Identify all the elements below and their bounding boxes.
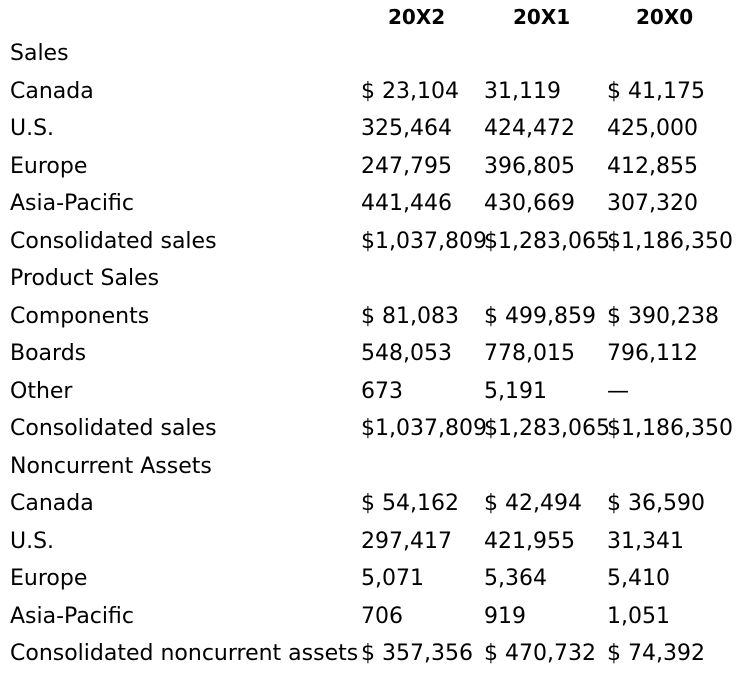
value-20x1: 5,364 <box>484 566 547 591</box>
value-20x0: 796,112 <box>607 341 698 366</box>
value-20x0: 5,410 <box>607 566 670 591</box>
value-20x2: $ 54,162 <box>361 491 459 516</box>
value-20x0: — <box>607 378 629 404</box>
value-20x0: $ 74,392 <box>607 641 705 666</box>
value-20x1: $1,283,065 <box>484 228 610 254</box>
value-20x2: $ 357,356 <box>361 641 473 666</box>
row-label: Asia-Pacific <box>10 603 134 629</box>
value-20x1: $ 42,494 <box>484 491 582 516</box>
value-20x0: $ 41,175 <box>607 78 705 104</box>
value-20x2: $ 23,104 <box>361 78 459 104</box>
value-20x0: 412,855 <box>607 153 698 179</box>
table-row: U.S. 297,417 421,955 31,341 <box>0 523 745 561</box>
value-20x2: 5,071 <box>361 566 424 591</box>
value-20x1: $ 499,859 <box>484 303 596 329</box>
row-label: Components <box>10 303 150 329</box>
value-20x2: 325,464 <box>361 116 452 141</box>
table-row: Other 673 5,191 — <box>0 373 745 411</box>
value-20x2: 673 <box>361 378 403 404</box>
row-label: Product Sales <box>10 266 160 291</box>
table-row: Product Sales <box>0 260 745 298</box>
row-label: Europe <box>10 566 88 591</box>
value-20x0: $ 36,590 <box>607 491 705 516</box>
table-row: Europe 5,071 5,364 5,410 <box>0 560 745 598</box>
table-row: Boards 548,053 778,015 796,112 <box>0 335 745 373</box>
value-20x1: 396,805 <box>484 153 575 179</box>
table-row: Consolidated sales $1,037,809 $1,283,065… <box>0 223 745 261</box>
table-row: Components $ 81,083 $ 499,859 $ 390,238 <box>0 298 745 336</box>
row-label: Canada <box>10 78 94 104</box>
value-20x1: 778,015 <box>484 341 575 366</box>
row-label: Consolidated sales <box>10 228 217 254</box>
value-20x2: 247,795 <box>361 153 452 179</box>
table-row: Asia-Pacific 441,446 430,669 307,320 <box>0 185 745 223</box>
column-header-20x2: 20X2 <box>388 5 446 29</box>
column-header-20x0: 20X0 <box>636 5 694 29</box>
table-row: U.S. 325,464 424,472 425,000 <box>0 110 745 148</box>
value-20x2: 297,417 <box>361 528 452 554</box>
value-20x0: $1,186,350 <box>607 416 733 441</box>
table-row: Asia-Pacific 706 919 1,051 <box>0 598 745 636</box>
value-20x0: 425,000 <box>607 116 698 141</box>
row-label: Canada <box>10 491 94 516</box>
header-row: 20X2 20X1 20X0 <box>0 0 745 35</box>
table-row: Canada $ 54,162 $ 42,494 $ 36,590 <box>0 485 745 523</box>
row-label: Europe <box>10 153 88 179</box>
table-row: Europe 247,795 396,805 412,855 <box>0 148 745 186</box>
value-20x2: 548,053 <box>361 341 452 366</box>
row-label: Consolidated sales <box>10 416 217 441</box>
value-20x1: 919 <box>484 603 526 629</box>
column-header-20x1: 20X1 <box>513 5 571 29</box>
value-20x1: 430,669 <box>484 191 575 216</box>
value-20x1: $1,283,065 <box>484 416 610 441</box>
row-label: Sales <box>10 41 69 66</box>
row-label: Consolidated noncurrent assets <box>10 641 359 666</box>
row-label: Asia-Pacific <box>10 191 134 216</box>
value-20x1: $ 470,732 <box>484 641 596 666</box>
value-20x1: 5,191 <box>484 378 547 404</box>
table-row: Noncurrent Assets <box>0 448 745 486</box>
value-20x0: $ 390,238 <box>607 303 719 329</box>
row-label: Boards <box>10 341 87 366</box>
table-row: Canada $ 23,104 31,119 $ 41,175 <box>0 73 745 111</box>
value-20x1: 421,955 <box>484 528 575 554</box>
value-20x0: $1,186,350 <box>607 228 733 254</box>
value-20x0: 1,051 <box>607 603 670 629</box>
value-20x2: $1,037,809 <box>361 416 487 441</box>
value-20x1: 31,119 <box>484 78 561 104</box>
value-20x2: $1,037,809 <box>361 228 487 254</box>
row-label: Other <box>10 378 73 404</box>
value-20x0: 31,341 <box>607 528 684 554</box>
row-label: U.S. <box>10 116 55 141</box>
value-20x2: 706 <box>361 603 403 629</box>
table-row: Sales <box>0 35 745 73</box>
row-label: U.S. <box>10 528 55 554</box>
value-20x0: 307,320 <box>607 191 698 216</box>
value-20x2: $ 81,083 <box>361 303 459 329</box>
table-row: Consolidated noncurrent assets $ 357,356… <box>0 635 745 673</box>
value-20x1: 424,472 <box>484 116 575 141</box>
row-label: Noncurrent Assets <box>10 453 212 479</box>
value-20x2: 441,446 <box>361 191 452 216</box>
table-row: Consolidated sales $1,037,809 $1,283,065… <box>0 410 745 448</box>
